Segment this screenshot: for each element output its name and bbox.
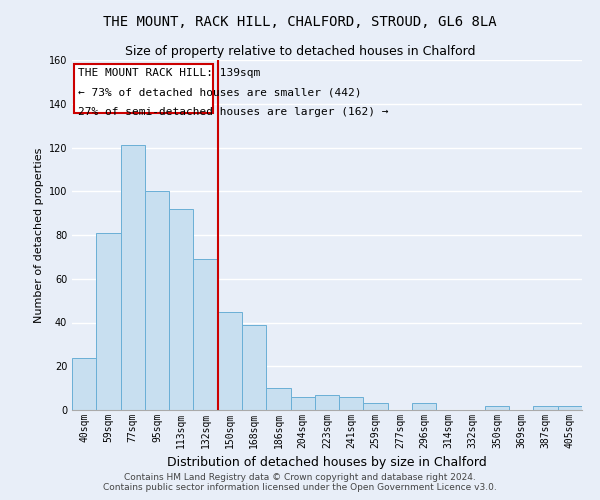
FancyBboxPatch shape (74, 64, 213, 112)
Bar (315, 394, 339, 410)
Text: Size of property relative to detached houses in Chalford: Size of property relative to detached ho… (125, 45, 475, 58)
Bar (558, 406, 582, 410)
Bar (193, 259, 218, 410)
Bar (533, 406, 558, 410)
Bar (242, 324, 266, 410)
Bar (339, 397, 364, 410)
Bar (96, 233, 121, 410)
Bar (121, 146, 145, 410)
Bar (72, 358, 96, 410)
Bar (290, 397, 315, 410)
Bar (412, 404, 436, 410)
Text: 27% of semi-detached houses are larger (162) →: 27% of semi-detached houses are larger (… (78, 107, 389, 117)
Text: THE MOUNT, RACK HILL, CHALFORD, STROUD, GL6 8LA: THE MOUNT, RACK HILL, CHALFORD, STROUD, … (103, 15, 497, 29)
Text: ← 73% of detached houses are smaller (442): ← 73% of detached houses are smaller (44… (78, 88, 362, 98)
Bar (364, 404, 388, 410)
Bar (485, 406, 509, 410)
Bar (145, 191, 169, 410)
Y-axis label: Number of detached properties: Number of detached properties (34, 148, 44, 322)
Bar (266, 388, 290, 410)
Bar (218, 312, 242, 410)
Bar (169, 209, 193, 410)
Text: THE MOUNT RACK HILL: 139sqm: THE MOUNT RACK HILL: 139sqm (78, 68, 260, 78)
Text: Contains HM Land Registry data © Crown copyright and database right 2024.
Contai: Contains HM Land Registry data © Crown c… (103, 473, 497, 492)
X-axis label: Distribution of detached houses by size in Chalford: Distribution of detached houses by size … (167, 456, 487, 469)
